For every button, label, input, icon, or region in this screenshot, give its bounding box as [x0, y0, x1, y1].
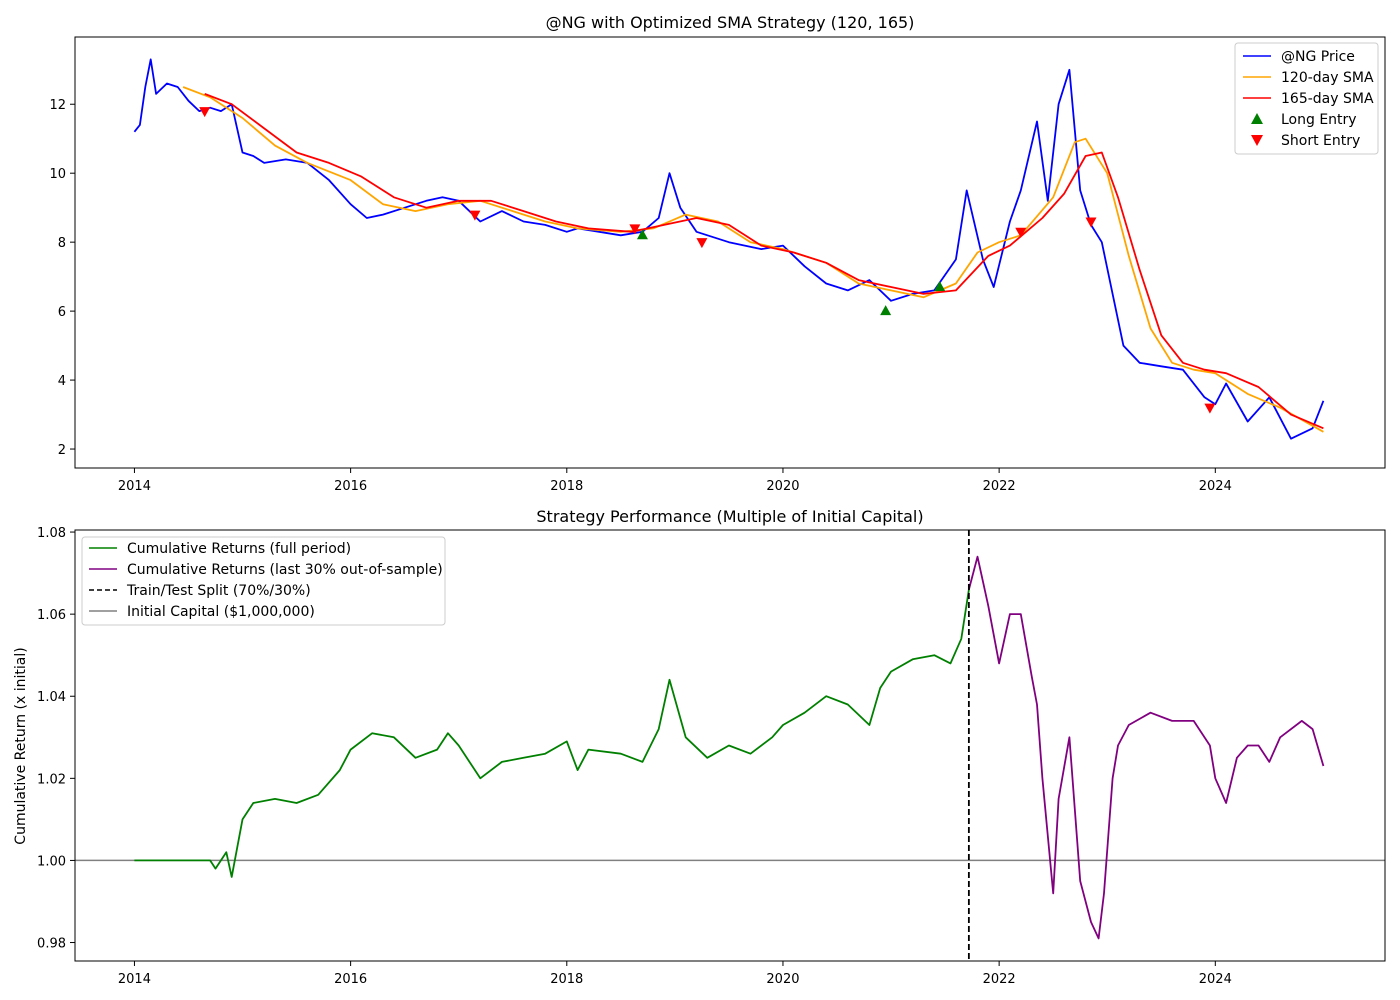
- x-tick-label: 2022: [983, 972, 1016, 987]
- short-entry-marker: [1204, 403, 1216, 414]
- performance-chart-marks: [75, 530, 1385, 961]
- legend-price-label: @NG Price: [1281, 49, 1355, 65]
- x-tick-label: 2014: [118, 479, 151, 494]
- legend-full-period-label: Cumulative Returns (full period): [127, 541, 351, 557]
- series-line-cumulative-returns-last-30-out-of-sample: [968, 555, 1325, 940]
- y-tick-label: 2: [58, 443, 66, 458]
- long-entry-marker: [636, 229, 648, 240]
- short-entry-marker: [199, 107, 211, 118]
- y-tick-label: 1.04: [37, 690, 66, 705]
- legend-short-entry-marker: [1251, 135, 1263, 146]
- y-tick-label: 1.06: [37, 608, 66, 623]
- legend-split-label: Train/Test Split (70%/30%): [126, 583, 311, 599]
- short-entry-marker: [1015, 227, 1027, 238]
- y-tick-label: 8: [58, 236, 66, 251]
- x-tick-label: 2014: [118, 972, 151, 987]
- performance-chart-ticks: 2014 2016 2018 2020 2022 2024 0.98 1.00 1.02 1.04…: [37, 526, 1232, 987]
- y-tick-label: 6: [58, 305, 66, 320]
- legend-initial-capital-label: Initial Capital ($1,000,000): [127, 604, 315, 620]
- y-tick-label: 0.98: [37, 937, 66, 952]
- legend-long-entry-marker: [1251, 113, 1263, 124]
- series-line-cumulative-returns-full-period: [134, 589, 970, 878]
- x-tick-label: 2016: [334, 479, 367, 494]
- x-tick-label: 2018: [550, 972, 583, 987]
- x-tick-label: 2018: [550, 479, 583, 494]
- y-tick-label: 1.02: [37, 772, 66, 787]
- y-tick-label: 10: [49, 167, 66, 182]
- legend-short-entry-label: Short Entry: [1281, 133, 1360, 149]
- x-tick-label: 2020: [766, 479, 799, 494]
- long-entry-marker: [880, 305, 892, 316]
- price-chart-frame: [74, 36, 1386, 469]
- x-tick-label: 2022: [983, 479, 1016, 494]
- performance-chart: Strategy Performance (Multiple of Initia…: [13, 507, 1386, 987]
- x-tick-label: 2020: [766, 972, 799, 987]
- x-tick-label: 2024: [1199, 479, 1232, 494]
- legend-sma165-label: 165-day SMA: [1281, 91, 1374, 107]
- price-chart-title: @NG with Optimized SMA Strategy (120, 16…: [546, 13, 915, 32]
- y-tick-label: 4: [58, 374, 66, 389]
- y-tick-label: 1.00: [37, 854, 66, 869]
- performance-legend-box: [81, 536, 446, 626]
- performance-chart-legend: Cumulative Returns (full period) Cumulat…: [81, 536, 446, 626]
- price-chart-marks: [133, 58, 1325, 440]
- short-entry-marker: [696, 238, 708, 249]
- legend-out-of-sample-label: Cumulative Returns (last 30% out-of-samp…: [127, 562, 443, 578]
- x-tick-label: 2016: [334, 972, 367, 987]
- short-entry-marker: [1085, 217, 1097, 228]
- performance-chart-frame: [74, 529, 1386, 962]
- price-chart-legend: @NG Price 120-day SMA 165-day SMA Long E…: [1234, 42, 1379, 155]
- series-line-165-day-sma: [204, 93, 1324, 430]
- price-chart-ticks: 2014 2016 2018 2020 2022 2024 2 4 6 8 10 12: [49, 98, 1231, 494]
- performance-chart-ylabel: Cumulative Return (x initial): [13, 647, 29, 844]
- short-entry-marker: [469, 210, 481, 221]
- y-tick-label: 1.08: [37, 526, 66, 541]
- legend-long-entry-label: Long Entry: [1281, 112, 1357, 128]
- legend-sma120-label: 120-day SMA: [1281, 70, 1374, 86]
- x-tick-label: 2024: [1199, 972, 1232, 987]
- price-chart: @NG with Optimized SMA Strategy (120, 16…: [49, 13, 1386, 494]
- performance-chart-title: Strategy Performance (Multiple of Initia…: [536, 507, 923, 526]
- price-legend-box: [1234, 42, 1379, 155]
- long-entry-marker: [934, 280, 946, 291]
- short-entry-marker: [629, 224, 641, 235]
- y-tick-label: 12: [49, 98, 66, 113]
